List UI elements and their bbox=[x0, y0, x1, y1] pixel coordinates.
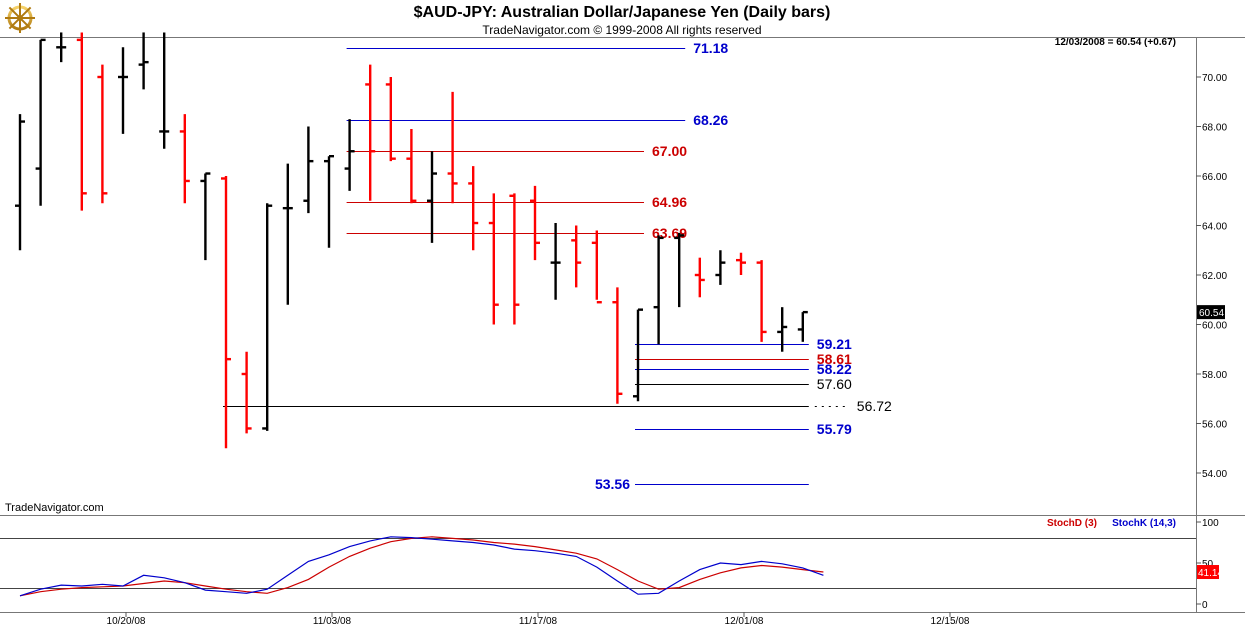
watermark-text: TradeNavigator.com bbox=[5, 502, 104, 514]
level-label-1: 68.26 bbox=[693, 112, 728, 128]
ohlc-bar-11-25 bbox=[653, 235, 664, 345]
level-label-4: 63.69 bbox=[652, 225, 687, 241]
price-tick-label-8: 70.00 bbox=[1202, 73, 1227, 84]
price-axis: 54.00 56.00 58.00 60.00 62.00 64.00 66.00 68.00… bbox=[1196, 73, 1227, 480]
ohlc-bar-10-21 bbox=[138, 32, 149, 90]
legend-stoch-d: StochD (3) bbox=[1047, 518, 1097, 529]
ohlc-bar-11-24 bbox=[633, 308, 643, 402]
stoch-tick-label-1: 50 bbox=[1202, 559, 1214, 570]
last-stoch-box bbox=[1197, 565, 1219, 580]
ohlc-bar-10-22 bbox=[159, 32, 170, 149]
ohlc-bar-10-28 bbox=[241, 351, 252, 434]
ohlc-bar-10-23 bbox=[179, 114, 190, 204]
ohlc-bar-11-18 bbox=[550, 223, 561, 300]
ohlc-bar-10-14 bbox=[35, 38, 46, 206]
time-tick-label-4: 12/15/08 bbox=[931, 616, 970, 627]
ohlc-bar-11-20 bbox=[591, 230, 602, 304]
last-price-box bbox=[1197, 305, 1225, 320]
level-label-9: 56.72 bbox=[857, 398, 892, 414]
ohlc-bar-11-27 bbox=[694, 257, 705, 298]
ohlc-bar-10-16 bbox=[76, 32, 87, 211]
level-label-7: 58.22 bbox=[817, 361, 852, 377]
ohlc-bar-10-24 bbox=[200, 172, 211, 261]
ohlc-bar-11-21 bbox=[612, 287, 623, 404]
level-label-0: 71.18 bbox=[693, 40, 728, 56]
level-label-5: 59.21 bbox=[817, 336, 852, 352]
time-axis: 10/20/08 11/03/08 11/17/08 12/01/08 12/15/08 bbox=[107, 612, 970, 627]
time-tick-label-3: 12/01/08 bbox=[725, 616, 764, 627]
price-tick-label-2: 58.00 bbox=[1202, 370, 1227, 381]
level-label-2: 67.00 bbox=[652, 143, 687, 159]
time-tick-label-0: 10/20/08 bbox=[107, 616, 146, 627]
time-tick-label-1: 11/03/08 bbox=[313, 616, 352, 627]
last-price-label: 60.54 bbox=[1199, 308, 1224, 319]
ohlc-bar-11-19 bbox=[571, 225, 582, 288]
ohlc-bar-11-06 bbox=[385, 77, 396, 162]
ohlc-bar-12-02 bbox=[756, 260, 767, 342]
last-quote-readout: 12/03/2008 = 60.54 (+0.67) bbox=[1055, 37, 1176, 48]
price-tick-label-3: 60.00 bbox=[1202, 321, 1227, 332]
stochastic-panel: 0 50 100 StochD (3) StochK (14,3) 41.14 bbox=[0, 518, 1223, 611]
ohlc-bar-11-13 bbox=[488, 193, 499, 325]
level-label-6: 58.61 bbox=[817, 351, 852, 367]
chart-subtitle: TradeNavigator.com © 1999-2008 All right… bbox=[482, 23, 761, 37]
price-tick-label-7: 68.00 bbox=[1202, 123, 1227, 134]
ohlc-bar-11-03 bbox=[324, 154, 334, 248]
price-tick-label-5: 64.00 bbox=[1202, 222, 1227, 233]
ohlc-bar-10-29 bbox=[262, 203, 273, 431]
ohlc-bar-11-26 bbox=[674, 232, 685, 308]
ohlc-bar-11-07 bbox=[406, 128, 417, 204]
ohlc-bar-10-30 bbox=[282, 163, 293, 305]
price-tick-label-0: 54.00 bbox=[1202, 469, 1227, 480]
stoch-series-line-0 bbox=[19, 536, 824, 597]
ohlc-bar-11-17 bbox=[530, 185, 540, 261]
stoch-series-line-1 bbox=[19, 536, 824, 597]
ohlc-bar-11-14 bbox=[509, 193, 520, 325]
level-label-10: 55.79 bbox=[817, 421, 852, 437]
ohlc-bar-10-17 bbox=[97, 64, 108, 204]
last-stoch-label: 41.14 bbox=[1198, 568, 1223, 579]
level-label-11: 53.56 bbox=[595, 476, 630, 492]
ohlc-bar-12-03 bbox=[777, 307, 788, 352]
price-tick-label-4: 62.00 bbox=[1202, 271, 1227, 282]
ohlc-bar-11-04 bbox=[344, 119, 355, 191]
ship-wheel-icon bbox=[5, 3, 35, 33]
ohlc-bar-12-04 bbox=[797, 310, 808, 342]
stoch-tick-label-0: 0 bbox=[1202, 600, 1208, 611]
ohlc-bar-10-20 bbox=[118, 47, 128, 134]
ohlc-bar-11-05 bbox=[365, 64, 376, 201]
time-tick-label-2: 11/17/08 bbox=[519, 616, 558, 627]
legend-stoch-k: StochK (14,3) bbox=[1112, 518, 1176, 529]
ohlc-bar-10-31 bbox=[303, 126, 314, 214]
ohlc-bar-11-10 bbox=[427, 151, 437, 243]
price-levels: 71.18 68.26 67.00 64.96 63.69 59.2158.6158.22… bbox=[223, 40, 892, 492]
ohlc-bar-11-12 bbox=[468, 166, 479, 251]
level-label-8: 57.60 bbox=[817, 376, 852, 392]
ohlc-bar-12-01 bbox=[736, 252, 746, 275]
price-tick-label-1: 56.00 bbox=[1202, 420, 1227, 431]
chart-title: $AUD-JPY: Australian Dollar/Japanese Yen… bbox=[414, 4, 831, 21]
price-tick-label-6: 66.00 bbox=[1202, 172, 1227, 183]
ohlc-bar-11-11 bbox=[447, 91, 458, 204]
price-bars bbox=[15, 32, 808, 449]
ohlc-bar-10-27 bbox=[221, 176, 231, 449]
ohlc-bar-10-15 bbox=[56, 32, 67, 63]
level-label-3: 64.96 bbox=[652, 194, 687, 210]
ohlc-bar-11-28 bbox=[715, 250, 726, 285]
ohlc-bar-10-13 bbox=[15, 114, 25, 251]
stoch-tick-label-2: 100 bbox=[1202, 518, 1219, 529]
